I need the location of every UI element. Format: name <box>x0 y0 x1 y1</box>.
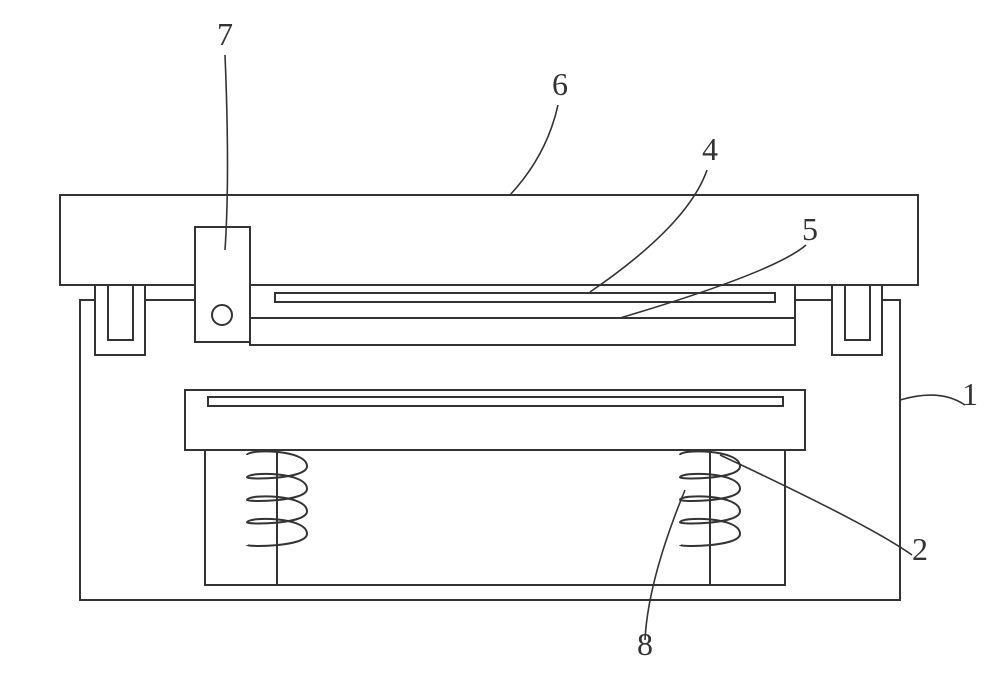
label-1: 1 <box>962 376 978 412</box>
label-4: 4 <box>702 131 718 167</box>
top-cap <box>60 195 918 285</box>
label-7: 7 <box>217 16 233 52</box>
leader-1 <box>900 395 965 405</box>
lower-slot <box>208 397 783 406</box>
lug-right <box>832 285 882 355</box>
label-8: 8 <box>637 626 653 662</box>
hinge-pin <box>212 305 232 325</box>
leader-6 <box>510 105 558 195</box>
upper-slot <box>275 293 775 302</box>
inner-box <box>205 450 785 585</box>
lug-left <box>95 285 145 355</box>
label-2: 2 <box>912 531 928 567</box>
label-6: 6 <box>552 66 568 102</box>
label-5: 5 <box>802 211 818 247</box>
diagram-canvas: 1 2 4 5 6 7 8 <box>0 0 1000 685</box>
